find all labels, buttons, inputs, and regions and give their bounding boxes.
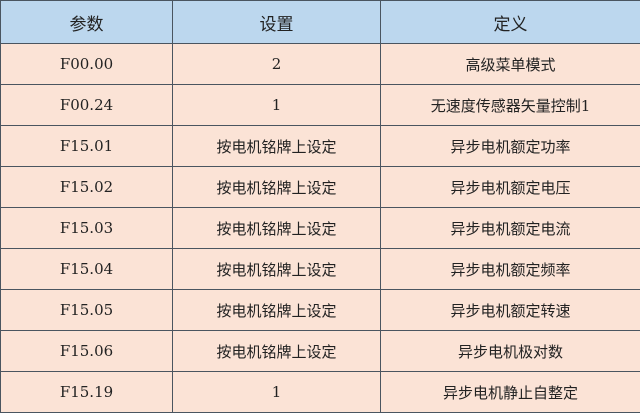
cell-setting: 按电机铭牌上设定 <box>173 208 381 249</box>
header-parameter: 参数 <box>1 1 173 44</box>
cell-definition: 高级菜单模式 <box>381 44 640 85</box>
cell-setting: 按电机铭牌上设定 <box>173 167 381 208</box>
cell-parameter: F00.24 <box>1 85 173 126</box>
header-row: 参数 设置 定义 <box>1 1 640 44</box>
cell-setting: 1 <box>173 372 381 413</box>
cell-setting: 按电机铭牌上设定 <box>173 126 381 167</box>
cell-definition: 异步电机额定电压 <box>381 167 640 208</box>
cell-setting: 按电机铭牌上设定 <box>173 249 381 290</box>
cell-definition: 异步电机额定频率 <box>381 249 640 290</box>
cell-definition: 异步电机额定功率 <box>381 126 640 167</box>
cell-definition: 异步电机静止自整定 <box>381 372 640 413</box>
cell-setting: 按电机铭牌上设定 <box>173 290 381 331</box>
header-definition: 定义 <box>381 1 640 44</box>
cell-definition: 异步电机极对数 <box>381 331 640 372</box>
cell-parameter: F15.03 <box>1 208 173 249</box>
cell-parameter: F15.01 <box>1 126 173 167</box>
cell-setting: 按电机铭牌上设定 <box>173 331 381 372</box>
cell-definition: 无速度传感器矢量控制1 <box>381 85 640 126</box>
cell-parameter: F15.04 <box>1 249 173 290</box>
cell-setting: 1 <box>173 85 381 126</box>
cell-parameter: F15.06 <box>1 331 173 372</box>
cell-definition: 异步电机额定转速 <box>381 290 640 331</box>
cell-parameter: F00.00 <box>1 44 173 85</box>
cell-parameter: F15.19 <box>1 372 173 413</box>
header-setting: 设置 <box>173 1 381 44</box>
cell-parameter: F15.05 <box>1 290 173 331</box>
cell-setting: 2 <box>173 44 381 85</box>
cell-definition: 异步电机额定电流 <box>381 208 640 249</box>
cell-parameter: F15.02 <box>1 167 173 208</box>
